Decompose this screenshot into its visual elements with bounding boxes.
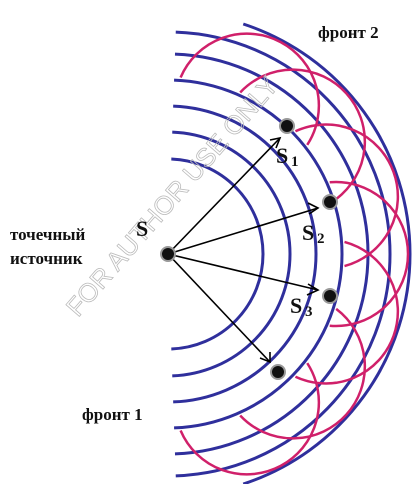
arc: [176, 32, 390, 476]
wave-fronts: [171, 24, 410, 484]
s-letter: S: [276, 143, 288, 168]
source-label: точечный: [10, 225, 86, 244]
point: [323, 195, 337, 209]
point: [271, 365, 285, 379]
s-index: 3: [305, 304, 313, 320]
source-letter: S: [136, 216, 148, 241]
point: [280, 119, 294, 133]
point-source: [161, 247, 175, 261]
s-letter: S: [302, 220, 314, 245]
s-letter: S: [290, 293, 302, 318]
watermark: FOR AUTHOR USE ONLY: [60, 70, 284, 322]
huygens-diagram: FOR AUTHOR USE ONLY фронт 2 фронт 1 точе…: [0, 0, 414, 484]
s-index: 1: [291, 154, 299, 170]
front-1-label: фронт 1: [82, 405, 143, 424]
arrow: [168, 254, 318, 290]
s-index: 2: [317, 231, 325, 247]
arrow: [168, 254, 270, 362]
front-2-label: фронт 2: [318, 23, 379, 42]
source-label: источник: [10, 249, 83, 268]
point: [323, 289, 337, 303]
